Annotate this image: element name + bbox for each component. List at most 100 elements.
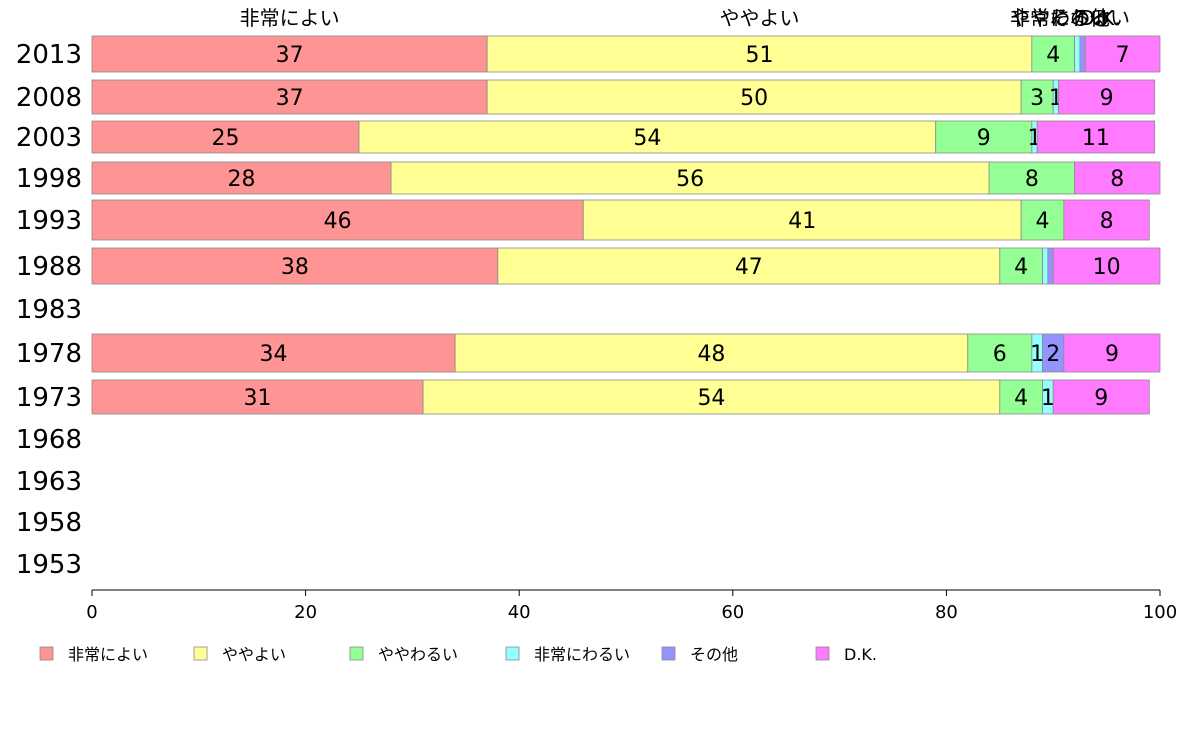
legend-label-s1: ややよい xyxy=(222,645,286,664)
data-label-1978-s2: 6 xyxy=(993,342,1007,367)
bar-segment-1988-s3 xyxy=(1042,247,1049,285)
bar-segment-1988-s0 xyxy=(91,247,499,285)
data-label-1993-s5: 8 xyxy=(1100,209,1114,234)
x-tick-label-60: 60 xyxy=(721,602,744,623)
data-label-2013-s2: 4 xyxy=(1046,43,1060,68)
x-tick-label-100: 100 xyxy=(1143,602,1177,623)
legend-swatch-s4 xyxy=(661,646,676,661)
data-label-1973-s0: 31 xyxy=(244,386,272,411)
data-label-2003-s0: 25 xyxy=(212,126,240,151)
bar-segment-1988-s2 xyxy=(999,247,1043,285)
bar-segment-2013-s3 xyxy=(1074,35,1081,73)
bar-segment-2013-s4 xyxy=(1079,35,1086,73)
bar-segment-1993-s1 xyxy=(582,199,1022,241)
data-label-1998-s0: 28 xyxy=(228,167,256,192)
data-label-1978-s3: 1 xyxy=(1030,342,1044,367)
data-label-1993-s1: 41 xyxy=(788,209,816,234)
bar-segment-1973-s2 xyxy=(999,379,1043,415)
top-label-s4: その他 xyxy=(1050,6,1110,30)
data-label-2003-s1: 54 xyxy=(633,126,661,151)
bar-segment-2008-s1 xyxy=(486,79,1022,115)
x-tick-label-20: 20 xyxy=(294,602,317,623)
y-tick-label-1993: 1993 xyxy=(16,206,82,236)
y-tick-label-1968: 1968 xyxy=(16,425,82,455)
bar-segment-2013-s5 xyxy=(1084,35,1161,73)
data-label-2003-s5: 11 xyxy=(1082,126,1110,151)
bar-segment-1998-s0 xyxy=(91,161,392,195)
legend-label-s5: D.K. xyxy=(844,645,877,664)
bar-segment-1978-s5 xyxy=(1063,333,1161,373)
y-tick-label-1988: 1988 xyxy=(16,252,82,282)
y-tick-label-2003: 2003 xyxy=(16,123,82,153)
x-axis: 0 20 40 60 80 100 xyxy=(86,589,1177,623)
bar-segment-1978-s1 xyxy=(454,333,969,373)
data-label-2008-s0: 37 xyxy=(276,86,304,111)
data-label-1998-s5: 8 xyxy=(1110,167,1124,192)
data-label-1978-s0: 34 xyxy=(260,342,288,367)
bar-segment-1998-s2 xyxy=(988,161,1075,195)
top-label-s5: D.K. xyxy=(1079,6,1120,30)
x-tick-label-40: 40 xyxy=(508,602,531,623)
data-label-2008-s2: 3 xyxy=(1030,86,1044,111)
data-label-1973-s3: 1 xyxy=(1041,386,1055,411)
data-label-2003-s2: 9 xyxy=(977,126,991,151)
x-tick-label-80: 80 xyxy=(935,602,958,623)
y-tick-label-2008: 2008 xyxy=(16,83,82,113)
bar-segment-2008-s5 xyxy=(1058,79,1156,115)
data-label-1978-s4: 2 xyxy=(1046,342,1060,367)
data-label-1988-s5: 10 xyxy=(1093,255,1121,280)
data-label-1988-s0: 38 xyxy=(281,255,309,280)
bar-segment-1988-s4 xyxy=(1047,247,1054,285)
y-tick-label-1958: 1958 xyxy=(16,508,82,538)
bar-segment-1998-s5 xyxy=(1074,161,1161,195)
data-label-1993-s2: 4 xyxy=(1036,209,1050,234)
data-label-2008-s5: 9 xyxy=(1100,86,1114,111)
y-tick-label-1963: 1963 xyxy=(16,467,82,497)
data-label-1978-s1: 48 xyxy=(697,342,725,367)
data-label-1973-s1: 54 xyxy=(697,386,725,411)
legend-label-s4: その他 xyxy=(690,645,738,664)
bar-segment-1978-s2 xyxy=(967,333,1033,373)
bar-segment-1988-s5 xyxy=(1052,247,1161,285)
top-label-s2: ややわるい xyxy=(1010,6,1110,30)
y-tick-label-1998: 1998 xyxy=(16,164,82,194)
top-label-s1: ややよい xyxy=(720,6,800,30)
bar-segment-2003-s2 xyxy=(935,120,1033,154)
y-tick-label-2013: 2013 xyxy=(16,40,82,70)
bar-segment-1998-s1 xyxy=(390,161,990,195)
data-label-2013-s1: 51 xyxy=(746,43,774,68)
data-label-2008-s1: 50 xyxy=(740,86,768,111)
x-tick-label-0: 0 xyxy=(86,602,97,623)
bar-segment-1973-s0 xyxy=(91,379,424,415)
y-tick-label-1978: 1978 xyxy=(16,339,82,369)
legend-swatch-s5 xyxy=(815,646,830,661)
data-label-1988-s1: 47 xyxy=(735,255,763,280)
data-label-1998-s2: 8 xyxy=(1025,167,1039,192)
y-tick-label-1973: 1973 xyxy=(16,383,82,413)
legend-label-s2: ややわるい xyxy=(378,645,458,664)
bar-segment-2013-s2 xyxy=(1031,35,1075,73)
data-label-1998-s1: 56 xyxy=(676,167,704,192)
data-label-2013-s0: 37 xyxy=(276,43,304,68)
legend-label-s3: 非常にわるい xyxy=(534,645,630,664)
y-tick-label-1983: 1983 xyxy=(16,295,82,325)
bar-segment-1993-s0 xyxy=(91,199,584,241)
data-label-1988-s2: 4 xyxy=(1014,255,1028,280)
data-label-1973-s2: 4 xyxy=(1014,386,1028,411)
top-label-s3: 非常にわるい xyxy=(1010,6,1130,30)
bar-segment-1993-s5 xyxy=(1063,199,1150,241)
bar-segment-1993-s2 xyxy=(1020,199,1065,241)
legend-swatch-s0 xyxy=(39,646,54,661)
data-label-1993-s0: 46 xyxy=(324,209,352,234)
bar-segment-2008-s2 xyxy=(1020,79,1054,115)
bar-segment-1988-s1 xyxy=(497,247,1001,285)
y-tick-label-1953: 1953 xyxy=(16,550,82,580)
legend: 非常によい ややよい ややわるい 非常にわるい その他 D.K. xyxy=(39,645,877,664)
bar-segment-2003-s5 xyxy=(1036,120,1156,154)
legend-swatch-s3 xyxy=(505,646,520,661)
legend-label-s0: 非常によい xyxy=(68,645,148,664)
